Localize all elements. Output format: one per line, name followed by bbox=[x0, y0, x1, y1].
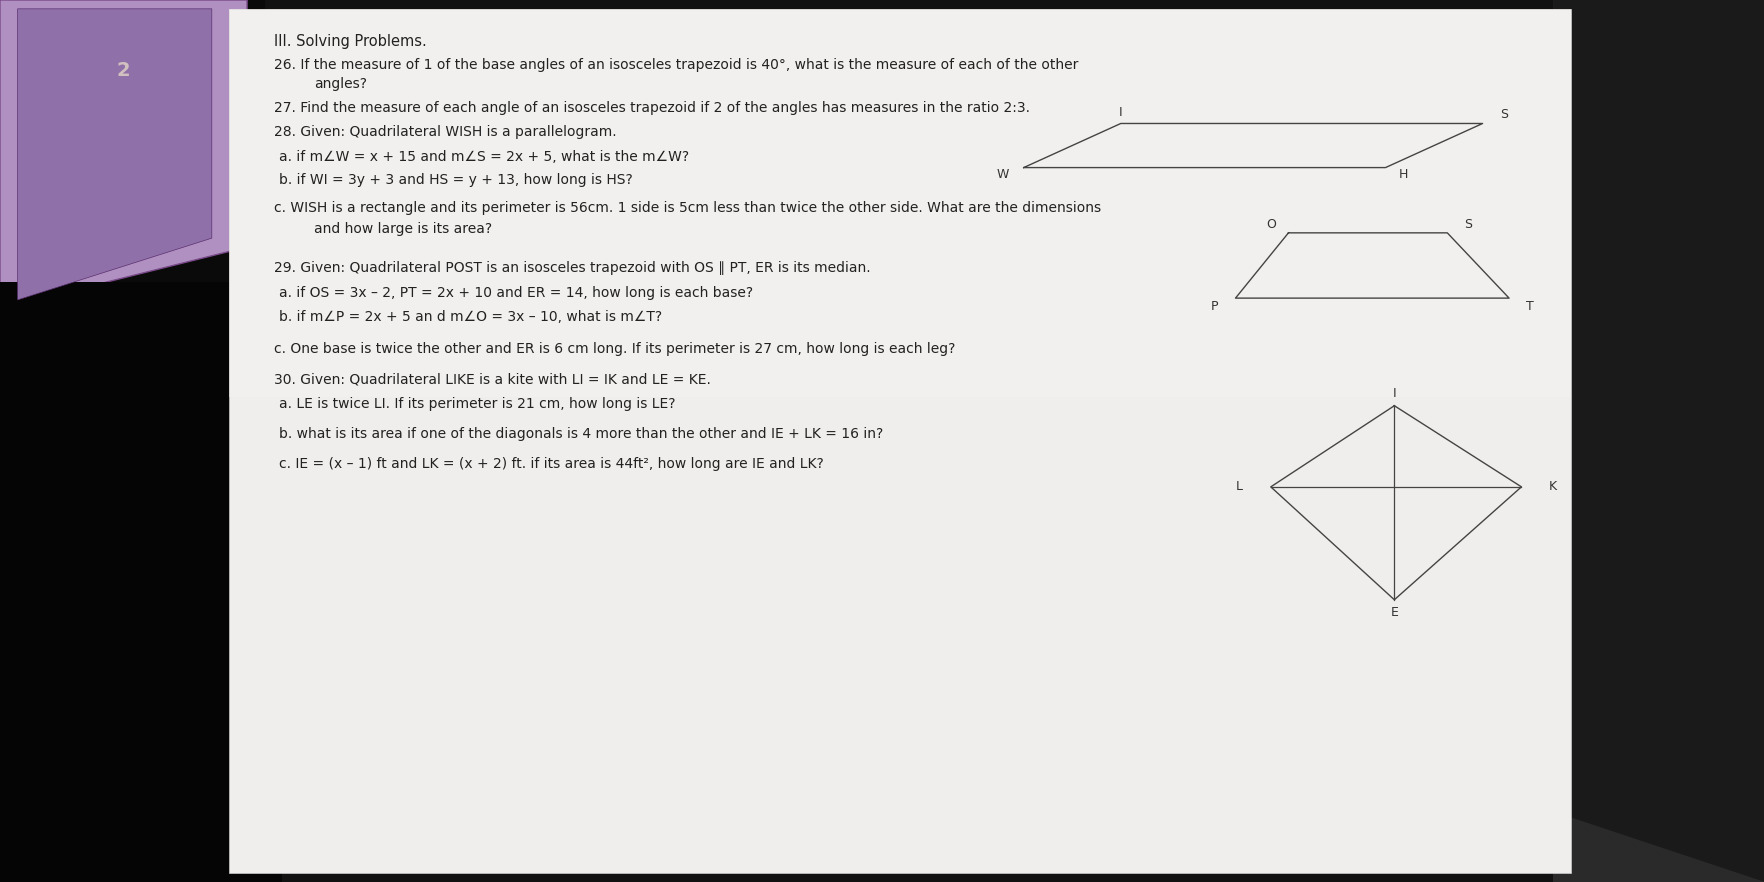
Polygon shape bbox=[0, 0, 247, 309]
Text: a. if m∠W = x + 15 and m∠S = 2x + 5, what is the m∠W?: a. if m∠W = x + 15 and m∠S = 2x + 5, wha… bbox=[279, 150, 688, 164]
Text: 27. Find the measure of each angle of an isosceles trapezoid if 2 of the angles : 27. Find the measure of each angle of an… bbox=[273, 101, 1028, 115]
Text: b. what is its area if one of the diagonals is 4 more than the other and IE + LK: b. what is its area if one of the diagon… bbox=[279, 427, 882, 441]
Polygon shape bbox=[18, 9, 212, 300]
Text: 29. Given: Quadrilateral POST is an isosceles trapezoid with OS ∥ PT, ER is its : 29. Given: Quadrilateral POST is an isos… bbox=[273, 261, 870, 275]
Text: b. if m∠P = 2x + 5 an d m∠O = 3x – 10, what is m∠T?: b. if m∠P = 2x + 5 an d m∠O = 3x – 10, w… bbox=[279, 310, 662, 325]
Text: b. if WI = 3y + 3 and HS = y + 13, how long is HS?: b. if WI = 3y + 3 and HS = y + 13, how l… bbox=[279, 173, 632, 187]
FancyBboxPatch shape bbox=[229, 9, 1570, 397]
Text: 2: 2 bbox=[116, 61, 131, 80]
Bar bbox=[0, 282, 282, 882]
Text: c. WISH is a rectangle and its perimeter is 56cm. 1 side is 5cm less than twice : c. WISH is a rectangle and its perimeter… bbox=[273, 201, 1101, 215]
Text: 28. Given: Quadrilateral WISH is a parallelogram.: 28. Given: Quadrilateral WISH is a paral… bbox=[273, 125, 616, 139]
Text: L: L bbox=[1235, 481, 1242, 493]
Text: S: S bbox=[1499, 108, 1506, 121]
Text: O: O bbox=[1265, 218, 1275, 230]
Bar bbox=[1552, 0, 1764, 882]
Text: and how large is its area?: and how large is its area? bbox=[314, 222, 492, 236]
Text: c. One base is twice the other and ER is 6 cm long. If its perimeter is 27 cm, h: c. One base is twice the other and ER is… bbox=[273, 342, 954, 356]
Text: I: I bbox=[1392, 387, 1395, 400]
Polygon shape bbox=[1552, 0, 1764, 882]
Text: 26. If the measure of 1 of the base angles of an isosceles trapezoid is 40°, wha: 26. If the measure of 1 of the base angl… bbox=[273, 58, 1078, 72]
Text: III. Solving Problems.: III. Solving Problems. bbox=[273, 34, 427, 49]
Text: a. if OS = 3x – 2, PT = 2x + 10 and ER = 14, how long is each base?: a. if OS = 3x – 2, PT = 2x + 10 and ER =… bbox=[279, 286, 753, 300]
Text: I: I bbox=[1118, 107, 1122, 119]
FancyBboxPatch shape bbox=[229, 9, 1570, 873]
Bar bbox=[0, 0, 265, 882]
Text: E: E bbox=[1390, 606, 1397, 618]
Text: K: K bbox=[1549, 481, 1556, 493]
Text: a. LE is twice LI. If its perimeter is 21 cm, how long is LE?: a. LE is twice LI. If its perimeter is 2… bbox=[279, 397, 676, 411]
Text: angles?: angles? bbox=[314, 77, 367, 91]
Text: H: H bbox=[1397, 168, 1408, 181]
Text: 30. Given: Quadrilateral LIKE is a kite with LI = IK and LE = KE.: 30. Given: Quadrilateral LIKE is a kite … bbox=[273, 372, 711, 386]
Text: T: T bbox=[1526, 301, 1533, 313]
Text: S: S bbox=[1464, 218, 1471, 230]
Text: W: W bbox=[995, 168, 1009, 181]
Text: P: P bbox=[1210, 301, 1217, 313]
Text: c. IE = (x – 1) ft and LK = (x + 2) ft. if its area is 44ft², how long are IE an: c. IE = (x – 1) ft and LK = (x + 2) ft. … bbox=[279, 457, 824, 471]
